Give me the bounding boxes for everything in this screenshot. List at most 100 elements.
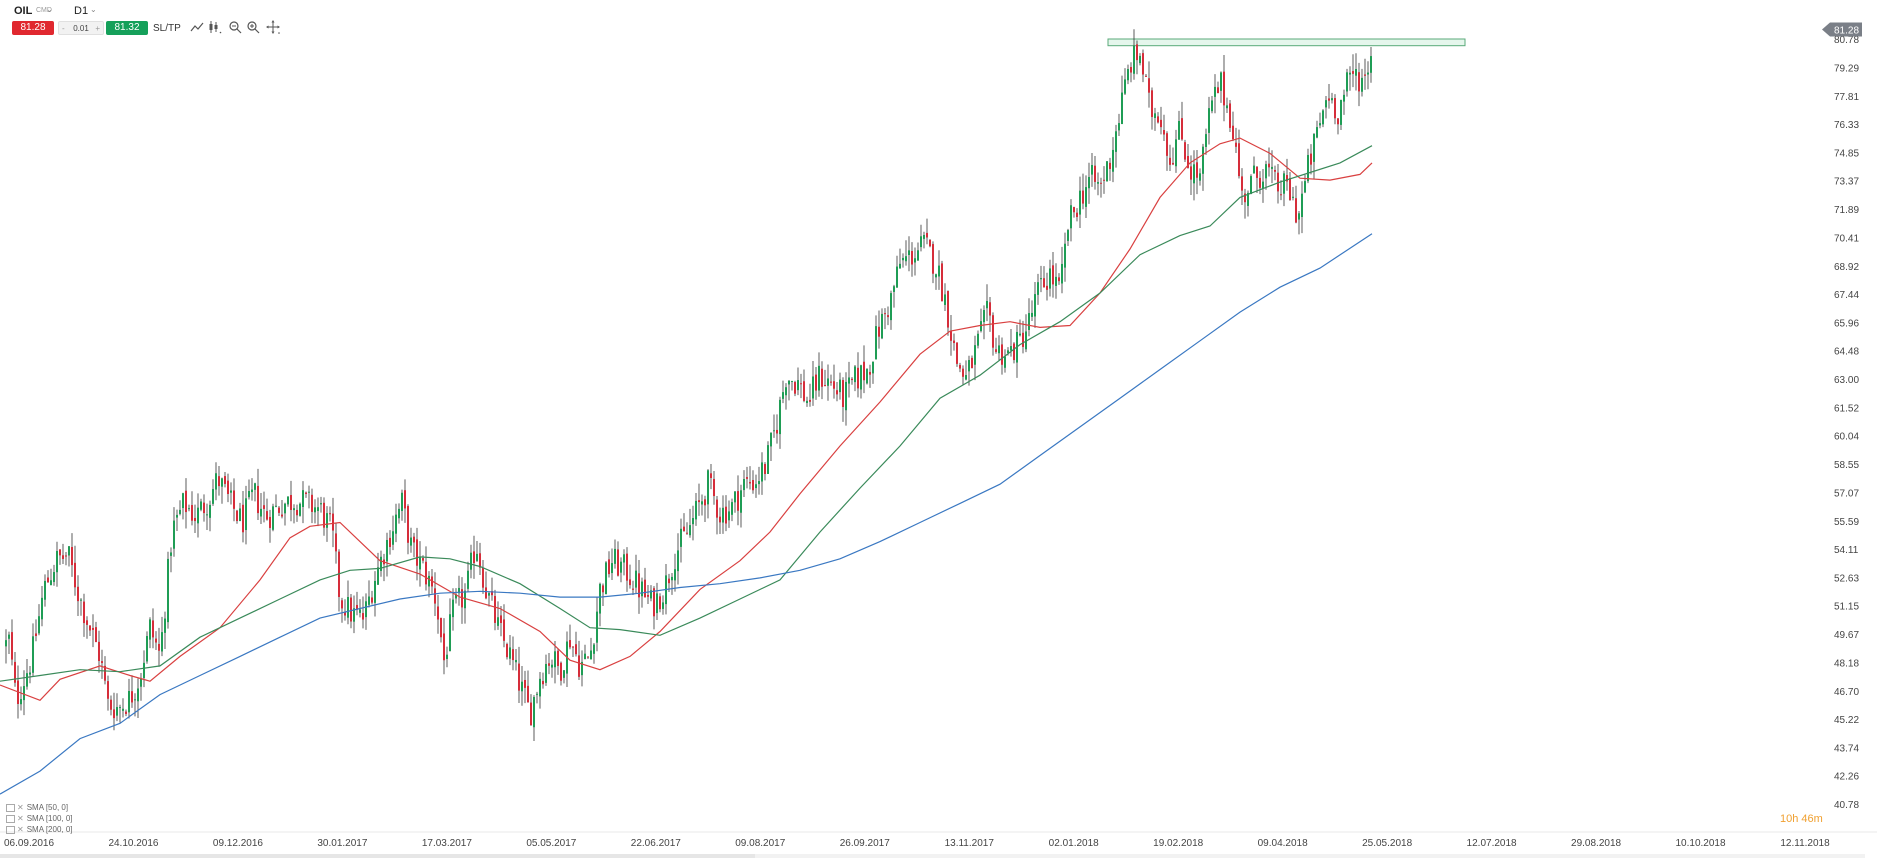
candle-body — [1058, 277, 1060, 282]
candle-body — [251, 489, 253, 493]
sl-tp-button[interactable]: SL/TP — [153, 23, 181, 34]
lot-size-stepper[interactable]: - 0.01 + — [58, 21, 104, 35]
candle-body — [1190, 166, 1192, 180]
candle-body — [1049, 268, 1051, 289]
candle-body — [59, 549, 61, 556]
candle-body — [152, 620, 154, 638]
x-tick-label: 05.05.2017 — [526, 838, 576, 849]
candle-body — [302, 490, 304, 507]
candle-body — [1334, 98, 1336, 119]
candle-body — [881, 313, 883, 339]
close-icon[interactable]: ✕ — [17, 814, 24, 823]
scrollbar-track[interactable] — [755, 854, 1865, 858]
candle-body — [1079, 190, 1081, 215]
timeframe-selector[interactable]: D1 — [74, 5, 89, 17]
candle-body — [938, 265, 940, 277]
candle-body — [1277, 172, 1279, 192]
candle-body — [569, 640, 571, 648]
candle-body — [395, 514, 397, 534]
y-tick-label: 79.29 — [1834, 63, 1859, 74]
candle-body — [137, 688, 139, 702]
buy-button[interactable]: 81.32 — [106, 21, 148, 35]
candle-body — [95, 627, 97, 643]
candle-body — [1199, 173, 1201, 181]
x-tick-label: 09.12.2016 — [213, 838, 263, 849]
candle-body — [404, 490, 406, 509]
indicator-legend-sma100[interactable]: ✕ SMA [100, 0] — [6, 814, 73, 823]
candle-body — [65, 555, 67, 557]
x-tick-label: 09.08.2017 — [735, 838, 785, 849]
chevron-down-icon[interactable]: ⌄ — [90, 5, 97, 14]
candle-body — [1127, 69, 1129, 81]
x-tick-label: 12.11.2018 — [1780, 838, 1830, 849]
candle-body — [536, 693, 538, 695]
candle-body — [74, 562, 76, 588]
candle-body — [443, 633, 445, 661]
candles-icon[interactable] — [208, 20, 222, 34]
lot-plus-button[interactable]: + — [95, 24, 100, 33]
candle-body — [602, 585, 604, 593]
horizontal-scrollbar[interactable] — [0, 854, 755, 858]
candle-body — [86, 620, 88, 625]
crosshair-icon[interactable] — [266, 20, 280, 34]
close-icon[interactable]: ✕ — [17, 825, 24, 834]
candle-body — [746, 477, 748, 479]
candle-body — [806, 400, 808, 404]
candle-body — [941, 263, 943, 302]
line-chart-icon[interactable] — [190, 20, 204, 34]
zoom-out-icon[interactable] — [228, 20, 242, 34]
candle-body — [605, 562, 607, 595]
candle-body — [242, 504, 244, 533]
candle-body — [563, 670, 565, 678]
candle-body — [632, 588, 634, 590]
candle-body — [167, 558, 169, 623]
candle-body — [422, 558, 424, 561]
symbol-name[interactable]: OIL — [14, 5, 33, 17]
settings-icon[interactable] — [6, 814, 15, 823]
candle-body — [1295, 198, 1297, 223]
indicator-legend-sma50[interactable]: ✕ SMA [50, 0] — [6, 803, 68, 812]
chevron-down-icon[interactable]: ⌄ — [46, 5, 53, 14]
candle-body — [830, 381, 832, 383]
indicator-label: SMA [50, 0] — [26, 803, 69, 812]
candle-body — [833, 381, 835, 389]
candle-body — [584, 653, 586, 659]
candle-body — [533, 697, 535, 728]
candle-body — [782, 392, 784, 399]
candle-body — [365, 601, 367, 618]
candle-body — [968, 360, 970, 372]
candle-body — [812, 376, 814, 399]
candle-body — [980, 321, 982, 332]
indicator-label: SMA [100, 0] — [26, 814, 73, 823]
y-tick-label: 60.04 — [1834, 432, 1859, 443]
lot-minus-button[interactable]: - — [62, 24, 65, 33]
indicator-legend-sma200[interactable]: ✕ SMA [200, 0] — [6, 825, 73, 834]
candle-body — [437, 606, 439, 620]
candle-body — [1232, 125, 1234, 140]
candle-body — [893, 286, 895, 292]
close-icon[interactable]: ✕ — [17, 803, 24, 812]
candle-body — [611, 563, 613, 574]
candle-body — [1238, 143, 1240, 177]
settings-icon[interactable] — [6, 825, 15, 834]
candle-body — [581, 661, 583, 676]
candle-body — [1064, 243, 1066, 268]
candle-body — [905, 256, 907, 262]
candle-body — [713, 478, 715, 497]
candle-body — [347, 597, 349, 618]
candle-body — [311, 494, 313, 512]
settings-icon[interactable] — [6, 803, 15, 812]
candle-body — [287, 496, 289, 505]
zoom-in-icon[interactable] — [246, 20, 260, 34]
lot-size-value[interactable]: 0.01 — [73, 24, 89, 33]
candle-body — [1205, 134, 1207, 147]
candle-body — [971, 357, 973, 369]
candle-body — [1310, 153, 1312, 165]
sell-button[interactable]: 81.28 — [12, 21, 54, 35]
y-tick-label: 40.78 — [1834, 800, 1859, 811]
candle-body — [953, 340, 955, 344]
candle-body — [974, 345, 976, 365]
y-tick-label: 61.52 — [1834, 403, 1859, 414]
candle-body — [68, 546, 70, 556]
